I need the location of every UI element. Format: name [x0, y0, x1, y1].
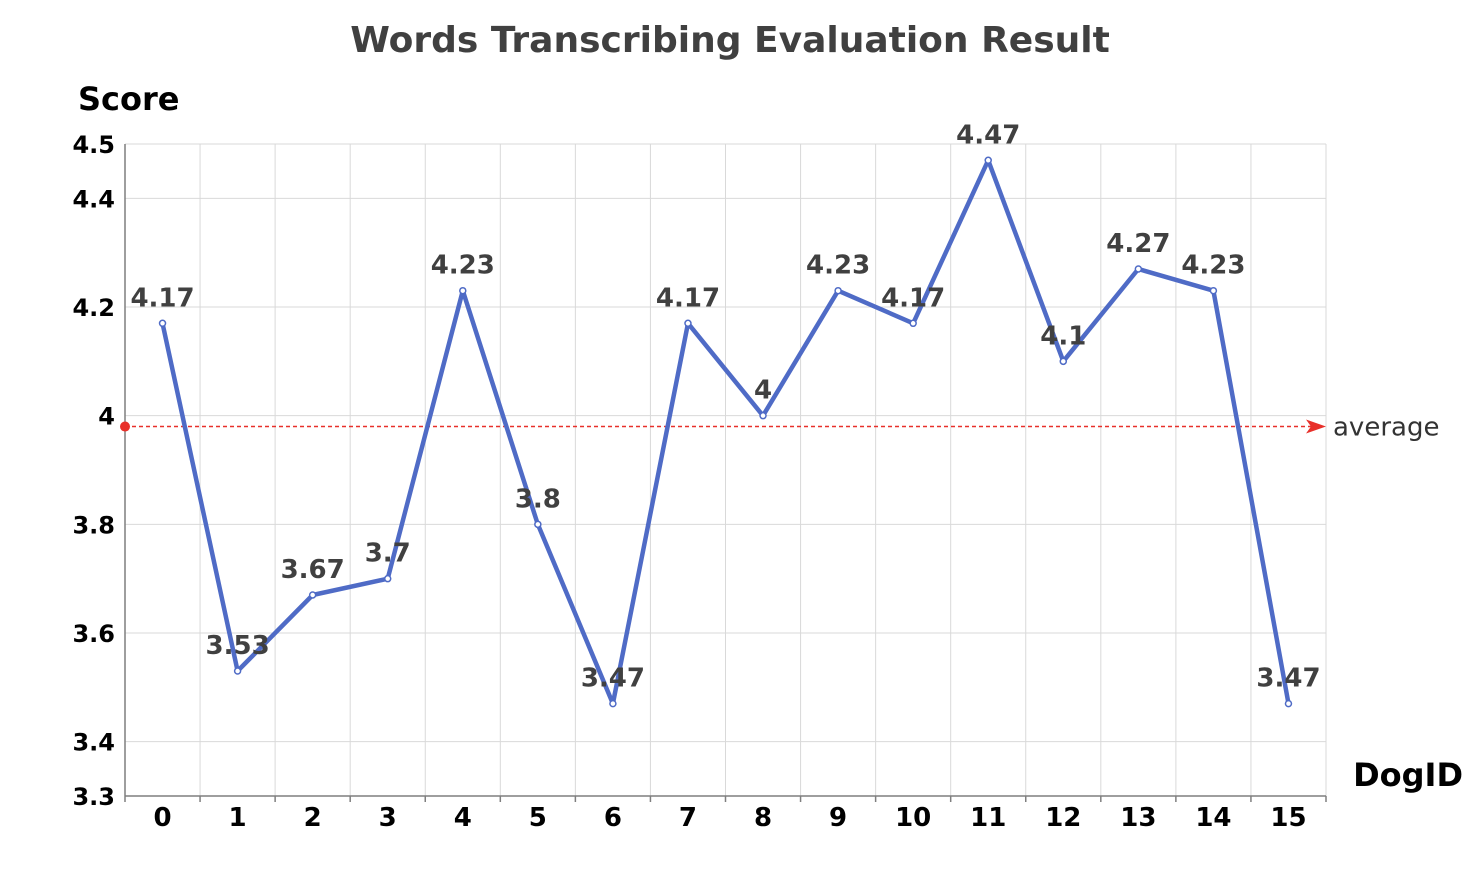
data-label: 3.7 — [365, 539, 411, 569]
series-score — [158, 156, 1293, 708]
gridlines — [125, 143, 1327, 796]
y-tick-label: 4.5 — [72, 131, 115, 159]
data-label: 4.17 — [656, 283, 720, 313]
data-label: 4.23 — [1181, 251, 1245, 281]
data-point — [459, 286, 467, 295]
data-label: 4.17 — [130, 283, 194, 313]
data-label: 3.47 — [1256, 664, 1320, 694]
data-label: 4.1 — [1040, 321, 1086, 351]
x-tick-label: 12 — [1045, 803, 1081, 833]
x-tick-label: 10 — [895, 803, 931, 833]
average-arrow-icon — [1306, 419, 1326, 434]
x-tick-label: 7 — [679, 803, 697, 833]
x-tick-label: 14 — [1195, 803, 1231, 833]
data-point — [684, 319, 692, 328]
data-label: 4.47 — [956, 120, 1020, 150]
y-tick-label: 4 — [98, 403, 115, 431]
data-point — [383, 574, 392, 583]
data-label: 4.17 — [881, 283, 945, 313]
data-point — [534, 520, 542, 529]
x-tick-label: 6 — [604, 803, 622, 833]
data-point — [834, 286, 842, 295]
data-point — [1209, 286, 1218, 295]
data-label: 4 — [754, 376, 772, 406]
average-reference: average — [120, 413, 1439, 443]
y-axis-title: Score — [78, 80, 179, 118]
data-label: 3.47 — [581, 664, 645, 694]
data-label: 4.23 — [806, 251, 870, 281]
data-label: 4.23 — [431, 251, 495, 281]
x-tick-label: 8 — [754, 803, 772, 833]
data-label: 3.8 — [515, 484, 561, 514]
data-point — [609, 699, 617, 708]
data-point — [308, 591, 317, 599]
tick-labels: 3.33.43.63.844.24.44.50 1 2 3 4 5 6 7 8 9 10 11 12 13… — [72, 131, 1306, 833]
y-tick-label: 3.6 — [72, 620, 115, 648]
x-tick-label: 5 — [529, 803, 547, 833]
average-line-start-dot — [120, 421, 130, 432]
x-tick-label: 2 — [304, 803, 322, 833]
y-tick-label: 4.2 — [72, 294, 115, 322]
x-tick-label: 13 — [1120, 803, 1156, 833]
x-tick-label: 11 — [970, 803, 1006, 833]
data-point — [1134, 265, 1143, 273]
data-point — [233, 667, 242, 675]
y-tick-label: 3.3 — [72, 783, 115, 811]
data-point — [158, 319, 167, 328]
data-label: 3.67 — [281, 555, 345, 585]
data-point — [984, 156, 992, 165]
y-tick-label: 3.8 — [72, 511, 115, 539]
x-tick-label: 0 — [153, 803, 171, 833]
x-axis-title: DogID — [1353, 756, 1463, 794]
data-point — [909, 319, 917, 328]
y-tick-label: 4.4 — [72, 185, 115, 213]
y-tick-label: 3.4 — [72, 729, 115, 757]
x-tick-label: 1 — [229, 803, 247, 833]
x-tick-label: 4 — [454, 803, 472, 833]
x-tick-label: 3 — [379, 803, 397, 833]
data-labels: 4.17 3.53 3.67 3.7 4.23 3.8 3.47 4.17 4 4.23 4.17 4… — [130, 120, 1320, 693]
data-point — [1284, 699, 1293, 708]
data-label: 4.27 — [1106, 229, 1170, 259]
series-line — [160, 158, 1291, 706]
data-point — [759, 411, 767, 420]
data-point — [1059, 357, 1068, 366]
x-tick-label: 9 — [829, 803, 847, 833]
data-label: 3.53 — [206, 631, 270, 661]
x-tick-label: 15 — [1270, 803, 1306, 833]
axes — [124, 144, 1327, 802]
average-label: average — [1333, 413, 1439, 443]
chart-title: Words Transcribing Evaluation Result — [350, 20, 1110, 61]
